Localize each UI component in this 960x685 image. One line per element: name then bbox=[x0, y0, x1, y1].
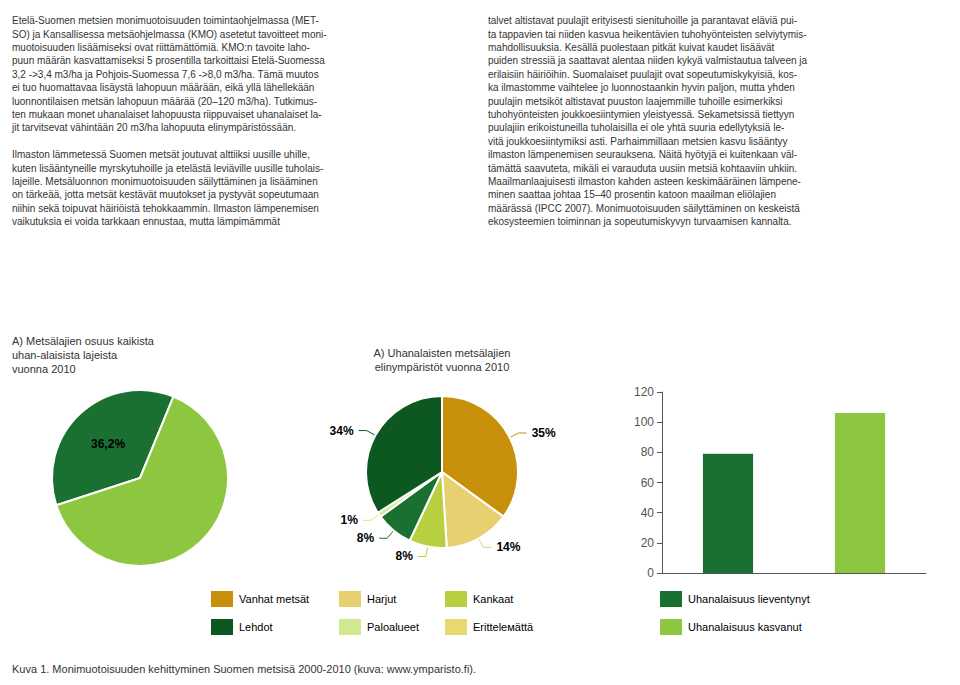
svg-text:ei tuo huomattavaa lisäystä la: ei tuo huomattavaa lisäystä lahopuun mää… bbox=[12, 82, 314, 93]
svg-text:3,2 ->3,4 m3/ha ja Pohjois-Suo: 3,2 ->3,4 m3/ha ja Pohjois-Suomessa 7,6 … bbox=[12, 69, 319, 80]
svg-text:Uhanalaisuus lieventynyt: Uhanalaisuus lieventynyt bbox=[688, 593, 810, 605]
svg-text:8%: 8% bbox=[357, 531, 375, 545]
svg-text:Uhanalaisuus kasvanut: Uhanalaisuus kasvanut bbox=[688, 621, 802, 633]
svg-text:34%: 34% bbox=[330, 424, 354, 438]
svg-text:Lehdot: Lehdot bbox=[239, 621, 273, 633]
svg-text:luonnontilaisen metsän lahopuu: luonnontilaisen metsän lahopuun määrää (… bbox=[12, 96, 317, 107]
svg-text:mahdollisuuksia. Kesällä puole: mahdollisuuksia. Kesällä puolestaan pitk… bbox=[488, 42, 775, 53]
svg-text:Maailmanlaajuisesti ilmaston k: Maailmanlaajuisesti ilmaston kahden aste… bbox=[488, 176, 801, 187]
svg-text:80: 80 bbox=[641, 445, 655, 459]
svg-text:40: 40 bbox=[641, 506, 655, 520]
svg-text:vaikutuksia ei voida tarkkaan: vaikutuksia ei voida tarkkaan ennustaa, … bbox=[12, 216, 280, 227]
svg-text:tuhohyönteisten joukkoesiintym: tuhohyönteisten joukkoesiintymien yleist… bbox=[488, 109, 794, 120]
svg-text:Ilmaston lämmetessä Suomen met: Ilmaston lämmetessä Suomen metsät joutuv… bbox=[12, 149, 310, 160]
svg-text:vitä joukkoesiintymiksi asti.: vitä joukkoesiintymiksi asti. Parhaimmil… bbox=[488, 136, 788, 147]
svg-text:Paloalueet: Paloalueet bbox=[367, 621, 419, 633]
svg-text:minen saattaa johtaa 15–40 pro: minen saattaa johtaa 15–40 prosentin kat… bbox=[488, 189, 776, 200]
svg-text:Vanhat metsät: Vanhat metsät bbox=[239, 593, 309, 605]
svg-text:ten mukaan monet uhanalaiset l: ten mukaan monet uhanalaiset lahopuusta … bbox=[12, 109, 322, 120]
svg-text:Erittelемättä: Erittelемättä bbox=[473, 621, 534, 633]
svg-text:puulajiin erikoistuneilla tuho: puulajiin erikoistuneilla tuholaisilla e… bbox=[488, 122, 784, 133]
svg-text:määrässä (IPCC 2007). Monimuot: määrässä (IPCC 2007). Monimuotoisuuden s… bbox=[488, 203, 800, 214]
svg-text:erilaisiin häiriöihin. Suomala: erilaisiin häiriöihin. Suomalaiset puula… bbox=[488, 69, 797, 80]
svg-text:puiden stressiä ja saattavat a: puiden stressiä ja saattavat alentaa nii… bbox=[488, 55, 808, 66]
svg-text:8%: 8% bbox=[396, 549, 414, 563]
svg-text:120: 120 bbox=[634, 385, 654, 399]
svg-text:A) Uhanalaisten metsälajien: A) Uhanalaisten metsälajien bbox=[374, 347, 511, 359]
svg-text:ka ilmastomme vaihtelee jo luo: ka ilmastomme vaihtelee jo luonnostaanki… bbox=[488, 82, 795, 93]
svg-text:muotoisuuden lisäämiseksi ovat: muotoisuuden lisäämiseksi ovat riittämät… bbox=[12, 42, 310, 53]
svg-text:vuonna 2010: vuonna 2010 bbox=[12, 363, 76, 375]
svg-text:SO) ja Kansallisessa metsäohje: SO) ja Kansallisessa metsäohjelmassa (KM… bbox=[12, 29, 327, 40]
svg-text:14%: 14% bbox=[496, 540, 520, 554]
svg-text:jit tarvitsevat vähintään 20 m: jit tarvitsevat vähintään 20 m3/ha lahop… bbox=[11, 122, 296, 133]
svg-text:A) Metsälajien osuus kaikista: A) Metsälajien osuus kaikista bbox=[12, 335, 155, 347]
svg-text:puun määrän kasvattamiseksi 5: puun määrän kasvattamiseksi 5 prosentill… bbox=[12, 55, 325, 66]
svg-text:puulajin metsiköt altistavat p: puulajin metsiköt altistavat puuston laa… bbox=[488, 96, 783, 107]
svg-text:niihin sekä toipuvat häiriöist: niihin sekä toipuvat häiriöistä tehokkaa… bbox=[12, 203, 319, 214]
svg-text:100: 100 bbox=[634, 415, 654, 429]
svg-text:Harjut: Harjut bbox=[367, 593, 396, 605]
svg-text:1%: 1% bbox=[341, 513, 359, 527]
svg-text:elinympäristöt vuonna 2010: elinympäristöt vuonna 2010 bbox=[375, 361, 510, 373]
svg-text:uhan-alaisista lajeista: uhan-alaisista lajeista bbox=[12, 349, 118, 361]
svg-text:Etelä-Suomen metsien monimuoto: Etelä-Suomen metsien monimuotoisuuden to… bbox=[12, 15, 319, 26]
svg-text:on tärkeää, jotta metsät kestä: on tärkeää, jotta metsät kestävät muutok… bbox=[12, 189, 319, 200]
svg-text:talvet altistavat puulajit eri: talvet altistavat puulajit erityisesti s… bbox=[488, 15, 797, 26]
svg-text:ekosysteemien toiminnan ja sop: ekosysteemien toiminnan ja sopeutumiskyv… bbox=[488, 216, 792, 227]
svg-text:lajeille. Metsäluonnon monimuo: lajeille. Metsäluonnon monimuotoisuuden … bbox=[12, 176, 318, 187]
svg-text:35%: 35% bbox=[532, 426, 556, 440]
svg-text:ta tappavien tai niiden kasvua: ta tappavien tai niiden kasvua heikentäv… bbox=[488, 29, 807, 40]
svg-text:0: 0 bbox=[647, 566, 654, 580]
svg-text:Kankaat: Kankaat bbox=[473, 593, 513, 605]
svg-text:kuten lisääntyneille myrskytuh: kuten lisääntyneille myrskytuhoille ja e… bbox=[12, 163, 323, 174]
svg-text:36,2%: 36,2% bbox=[91, 437, 125, 451]
svg-text:60: 60 bbox=[641, 476, 655, 490]
svg-text:20: 20 bbox=[641, 536, 655, 550]
svg-text:tämättä saavuteta, mikäli ei v: tämättä saavuteta, mikäli ei varauduta u… bbox=[488, 163, 797, 174]
svg-text:ilmaston lämpenemisen seurauks: ilmaston lämpenemisen seurauksena. Näitä… bbox=[488, 149, 797, 160]
svg-text:Kuva 1. Monimuotoisuuden kehit: Kuva 1. Monimuotoisuuden kehittyminen Su… bbox=[12, 663, 476, 675]
